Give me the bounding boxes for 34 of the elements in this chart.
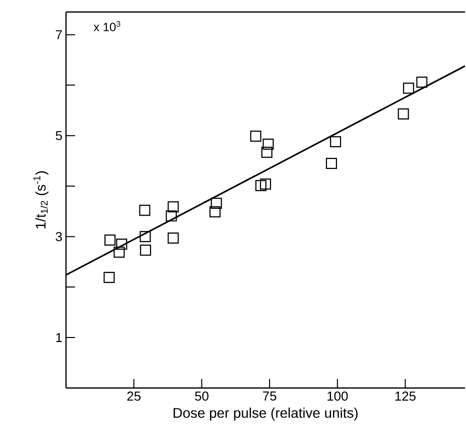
x-tick-label: 125 [395,392,416,401]
point [416,76,428,88]
point [104,272,115,284]
point [209,206,221,218]
point [398,108,409,120]
point [104,234,116,246]
y-tick-label: 7 [56,30,62,40]
point [260,178,272,190]
point [255,180,266,192]
y-tick-label: 1 [56,333,62,342]
x-tick-label: 50 [195,392,208,401]
x-axis-title: Dose per pulse (relative units) [174,408,358,421]
point [261,146,272,158]
x-tick-label: 100 [328,392,348,401]
point [330,136,342,148]
point [116,238,128,250]
point [210,198,222,209]
point [140,244,152,256]
point [326,158,338,169]
x-tick-label: 25 [127,392,141,401]
point [168,201,179,212]
point [402,82,414,94]
y-axis-title: 1/t$_{1/2}$ (s$^{-1}$) [34,171,48,228]
y-tick-label: 3 [56,232,62,242]
point [140,231,151,242]
point [166,210,177,222]
y-tick-label: 5 [56,131,62,140]
point [250,130,262,142]
point [139,204,150,216]
point [262,138,274,150]
x-tick-label: 75 [263,392,276,401]
annotation: x 10$^{3}$ [94,21,120,32]
point [114,246,125,258]
point [168,232,179,244]
